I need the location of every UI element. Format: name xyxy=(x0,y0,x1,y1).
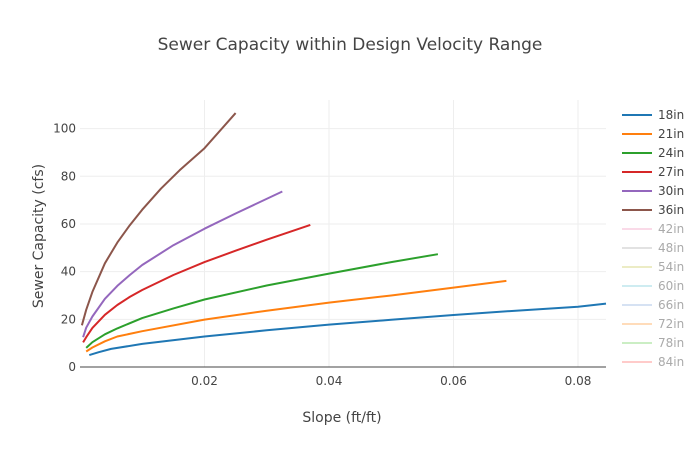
legend-label: 66in xyxy=(658,298,684,312)
series-line-21in xyxy=(85,279,507,353)
legend-label: 84in xyxy=(658,355,684,369)
x-tick-label: 0.08 xyxy=(565,374,592,388)
legend: 18in 21in 24in 27in 30in 36in 42in 48in 54in 60in… xyxy=(622,108,684,369)
legend-item-84in[interactable]: 84in xyxy=(622,355,684,369)
series-line-27in xyxy=(82,223,311,343)
legend-item-27in[interactable]: 27in xyxy=(622,165,684,179)
legend-item-42in[interactable]: 42in xyxy=(622,222,684,236)
series-line-36in xyxy=(80,112,237,326)
legend-item-18in[interactable]: 18in xyxy=(622,108,684,122)
y-tick-label: 0 xyxy=(68,360,76,374)
chart-title: Sewer Capacity within Design Velocity Ra… xyxy=(158,35,543,55)
legend-label: 78in xyxy=(658,336,684,350)
legend-label: 42in xyxy=(658,222,684,236)
legend-item-48in[interactable]: 48in xyxy=(622,241,684,255)
legend-item-72in[interactable]: 72in xyxy=(622,317,684,331)
y-tick-label: 60 xyxy=(61,217,76,231)
legend-item-66in[interactable]: 66in xyxy=(622,298,684,312)
x-tick-label: 0.02 xyxy=(191,374,218,388)
legend-label: 72in xyxy=(658,317,684,331)
x-tick-label: 0.04 xyxy=(316,374,343,388)
legend-label: 27in xyxy=(658,165,684,179)
legend-label: 60in xyxy=(658,279,684,293)
axis-layer: 0 20 40 60 80 100 0.02 0.04 0.06 0.08 xyxy=(53,122,606,388)
legend-label: 54in xyxy=(658,260,684,274)
legend-item-24in[interactable]: 24in xyxy=(622,146,684,160)
legend-label: 24in xyxy=(658,146,684,160)
legend-item-36in[interactable]: 36in xyxy=(622,203,684,217)
x-axis-title: Slope (ft/ft) xyxy=(302,410,381,426)
legend-label: 21in xyxy=(658,127,684,141)
y-tick-label: 80 xyxy=(61,169,76,183)
legend-label: 48in xyxy=(658,241,684,255)
series-line-24in xyxy=(85,253,439,349)
legend-item-78in[interactable]: 78in xyxy=(622,336,684,350)
legend-item-54in[interactable]: 54in xyxy=(622,260,684,274)
legend-item-60in[interactable]: 60in xyxy=(622,279,684,293)
series-layer xyxy=(80,112,607,357)
y-tick-label: 40 xyxy=(61,265,76,279)
series-line-18in xyxy=(89,302,607,357)
legend-item-21in[interactable]: 21in xyxy=(622,127,684,141)
y-axis-title: Sewer Capacity (cfs) xyxy=(31,164,47,308)
legend-label: 18in xyxy=(658,108,684,122)
y-tick-label: 20 xyxy=(61,312,76,326)
legend-label: 30in xyxy=(658,184,684,198)
grid-layer xyxy=(80,100,606,367)
legend-label: 36in xyxy=(658,203,684,217)
y-tick-label: 100 xyxy=(53,122,76,136)
x-tick-label: 0.06 xyxy=(440,374,467,388)
series-line-30in xyxy=(82,190,283,338)
legend-item-30in[interactable]: 30in xyxy=(622,184,684,198)
